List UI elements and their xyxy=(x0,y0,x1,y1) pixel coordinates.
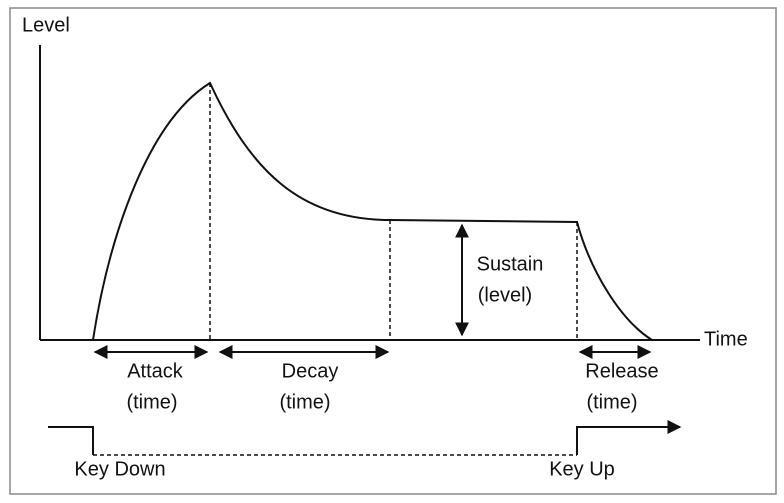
envelope-curve xyxy=(92,81,653,341)
gate-signal xyxy=(576,420,682,455)
phase-name: Decay xyxy=(282,360,339,382)
x-label: Time xyxy=(704,328,748,350)
phase-detail: (time) xyxy=(586,391,637,413)
frame xyxy=(9,7,777,495)
phase-name: Release xyxy=(585,360,658,382)
phase-name: Sustain xyxy=(477,253,544,275)
gate-signal xyxy=(48,426,94,455)
phase-detail: (time) xyxy=(126,391,177,413)
key-down-label: Key Down xyxy=(74,458,165,480)
phase-detail: (level) xyxy=(478,284,532,306)
key-up-label: Key Up xyxy=(549,458,615,480)
y-label: Level xyxy=(22,14,70,36)
phase-detail: (time) xyxy=(279,391,330,413)
phase-name: Attack xyxy=(127,360,184,382)
